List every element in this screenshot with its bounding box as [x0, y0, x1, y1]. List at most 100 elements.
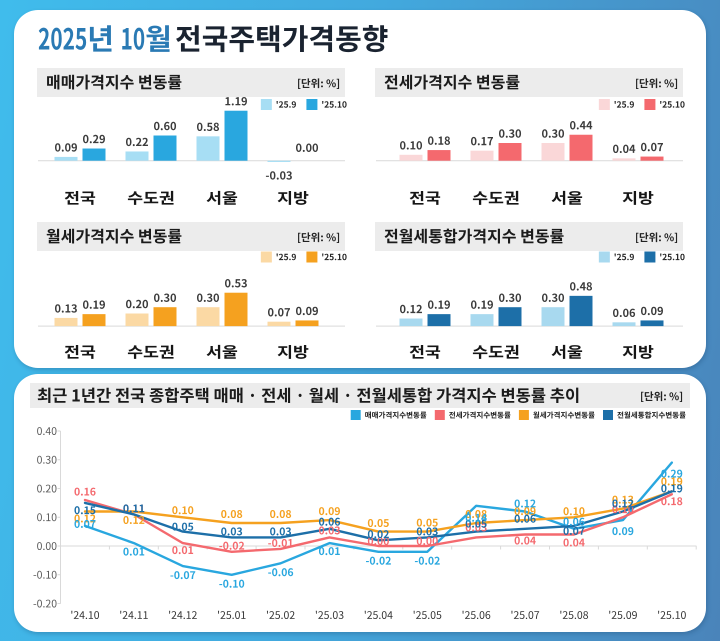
- bar-value-label: [125, 299, 149, 309]
- category-label: [127, 190, 174, 205]
- x-axis-label: [413, 610, 442, 620]
- x-axis-label: [609, 610, 637, 620]
- legend-swatch: [603, 410, 613, 420]
- category-label: [206, 190, 238, 205]
- legend-swatch-previous: [598, 251, 610, 263]
- panel-2: [375, 68, 685, 213]
- data-label: [74, 519, 96, 528]
- panel-4: [375, 222, 685, 367]
- bar: [153, 135, 177, 161]
- bar-value-label: [54, 304, 77, 313]
- category-label: [622, 190, 654, 205]
- bar: [196, 136, 220, 161]
- bar-value-label: [569, 121, 593, 130]
- data-label: [563, 517, 585, 526]
- bar-value-label: [612, 308, 636, 318]
- y-axis-label: [33, 599, 57, 608]
- category-label: [64, 190, 96, 205]
- y-axis-label: [33, 570, 57, 579]
- bar-value-label: [470, 136, 494, 146]
- data-label: [366, 556, 391, 565]
- bar: [224, 110, 248, 161]
- panel-header: [375, 222, 683, 251]
- bar-value-label: [267, 308, 291, 317]
- data-label: [268, 538, 293, 547]
- data-label: [367, 536, 389, 546]
- data-label: [172, 522, 194, 531]
- bar: [82, 314, 106, 327]
- x-axis-label: [462, 610, 491, 620]
- bar: [125, 151, 149, 161]
- panel-1: [37, 68, 347, 213]
- bar-value-label: [153, 121, 177, 131]
- bar-value-label: [82, 300, 105, 309]
- bar-value-label: [196, 122, 220, 132]
- data-label: [123, 515, 145, 525]
- bar-value-label: [470, 300, 493, 309]
- bar-value-label: [640, 142, 664, 152]
- bar: [541, 143, 565, 161]
- bar: [196, 307, 220, 327]
- bar: [640, 320, 664, 327]
- data-label: [74, 506, 96, 515]
- category-label: [277, 190, 309, 205]
- y-axis-label: [37, 513, 57, 522]
- bar: [612, 322, 636, 327]
- bar: [427, 314, 451, 327]
- data-label: [514, 536, 536, 545]
- bar-value-label: [82, 134, 105, 144]
- bar: [612, 158, 636, 161]
- bar: [54, 317, 78, 327]
- bar-chart: [376, 251, 685, 359]
- data-label: [367, 518, 389, 528]
- panel-header: [375, 68, 683, 97]
- legend-label: [533, 411, 595, 419]
- data-label: [270, 527, 292, 536]
- category-label: [64, 344, 96, 359]
- legend-swatch: [434, 410, 445, 420]
- bar-value-label: [569, 282, 593, 291]
- legend-label-previous: [614, 253, 634, 261]
- legend-swatch-previous: [260, 251, 272, 263]
- x-axis-label: [120, 610, 148, 620]
- x-axis-label: [218, 610, 246, 620]
- legend-swatch-previous: [598, 99, 610, 110]
- bar-chart: [38, 97, 347, 205]
- legend-swatch-current: [306, 99, 318, 110]
- bar: [54, 156, 78, 161]
- legend-label-previous: [614, 100, 634, 108]
- y-axis-label: [37, 427, 57, 436]
- legend-label-current: [322, 100, 347, 108]
- legend-label: [365, 411, 427, 419]
- bar-value-label: [54, 143, 77, 152]
- x-axis-label: [511, 610, 540, 620]
- bar-value-label: [541, 293, 565, 302]
- trend-chart-header: [30, 383, 690, 408]
- data-label: [172, 506, 194, 515]
- data-label: [318, 547, 340, 556]
- data-label: [170, 571, 196, 580]
- bar-value-label: [224, 279, 247, 288]
- x-axis-label: [364, 610, 393, 620]
- data-label: [514, 499, 536, 508]
- bar-value-label: [541, 129, 565, 138]
- bar-value-label: [612, 144, 636, 154]
- category-label: [472, 344, 519, 359]
- bar: [470, 314, 494, 327]
- data-label: [563, 507, 585, 516]
- legend-swatch-current: [306, 251, 318, 263]
- bar: [541, 307, 565, 327]
- x-axis-label: [315, 610, 344, 620]
- data-label: [414, 556, 440, 565]
- bar-value-label: [196, 293, 220, 302]
- panel-3: [37, 222, 347, 367]
- data-label: [221, 527, 243, 536]
- data-label: [563, 526, 585, 535]
- trend-legend: [350, 410, 686, 420]
- bar: [295, 320, 319, 327]
- data-label: [661, 477, 683, 486]
- legend-label-previous: [276, 253, 296, 261]
- category-label: [127, 344, 174, 359]
- data-label: [661, 484, 683, 493]
